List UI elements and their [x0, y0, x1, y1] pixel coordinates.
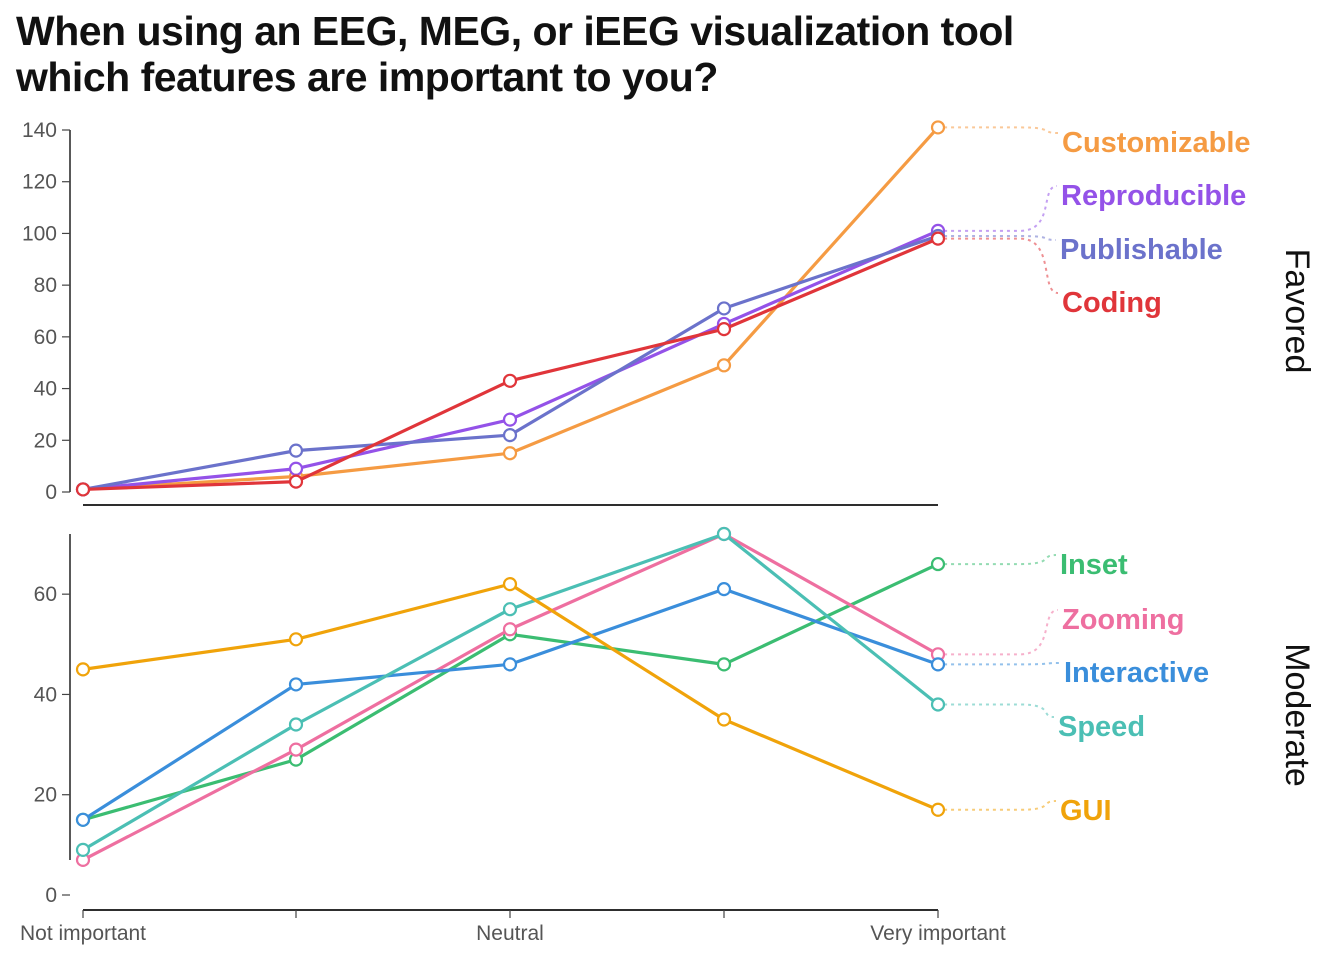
data-point	[716, 301, 732, 316]
panel-moderate: 0 20 40 60 Moderate Inset Zooming Interactive Sp…	[34, 526, 1316, 911]
y-tick-label: 40	[34, 378, 57, 401]
x-tick-label: Very important	[870, 922, 1006, 945]
series-label: GUI	[1060, 795, 1112, 827]
label-connector	[944, 609, 1059, 656]
x-tick-label: Neutral	[476, 922, 544, 945]
chart-title-line-2: which features are important to you?	[16, 54, 718, 100]
series-interactive: Interactive	[75, 582, 1209, 827]
y-tick-label: 0	[45, 884, 57, 907]
data-point	[930, 120, 946, 135]
data-point	[502, 622, 518, 637]
series-speed: Speed	[75, 526, 1145, 857]
facet-label-favored: Favored	[1278, 249, 1316, 374]
series-label: Reproducible	[1061, 180, 1246, 212]
y-tick-label: 100	[22, 222, 57, 245]
data-point	[716, 582, 732, 597]
data-point	[288, 443, 304, 458]
panel-favored: 0 20 40 60 80 100 120 140 Favored Customizable Rep…	[22, 119, 1316, 506]
y-tick-label: 40	[34, 683, 57, 706]
label-connector	[944, 185, 1058, 232]
data-point	[716, 526, 732, 542]
data-point	[716, 358, 732, 373]
label-connector	[943, 554, 1057, 566]
series-inset: Inset	[75, 549, 1128, 827]
series-label: Coding	[1062, 287, 1162, 319]
data-point	[716, 712, 732, 727]
series-label: Publishable	[1060, 234, 1223, 266]
data-point	[930, 697, 946, 712]
data-point	[288, 474, 304, 489]
data-point	[716, 322, 732, 337]
series-label: Inset	[1060, 549, 1128, 581]
y-tick-label: 120	[22, 171, 57, 194]
label-connector	[944, 662, 1061, 666]
data-point	[288, 717, 304, 732]
y-tick-label: 80	[34, 274, 57, 297]
data-point	[75, 482, 91, 497]
y-tick-label: 60	[34, 583, 57, 606]
series-label: Speed	[1058, 711, 1145, 743]
data-point	[930, 556, 946, 572]
series-reproducible: Reproducible	[75, 180, 1246, 497]
data-point	[502, 657, 518, 672]
series-coding: Coding	[75, 231, 1162, 497]
data-point	[288, 677, 304, 692]
label-connector	[944, 800, 1057, 811]
chart-title: When using an EEG, MEG, or iEEG visualiz…	[16, 8, 1116, 100]
y-tick-label: 140	[22, 119, 57, 142]
label-connector	[943, 126, 1059, 134]
data-point	[288, 742, 304, 757]
data-point	[288, 461, 304, 476]
series-gui: GUI	[75, 577, 1112, 827]
data-point	[502, 412, 518, 427]
data-point	[502, 428, 518, 443]
data-point	[502, 577, 518, 592]
y-tick-label: 60	[34, 326, 57, 349]
label-connector	[944, 703, 1055, 718]
series-label: Interactive	[1064, 657, 1209, 689]
data-point	[75, 842, 91, 857]
data-point	[502, 446, 518, 461]
series-label: Customizable	[1062, 127, 1251, 159]
data-point	[930, 657, 946, 672]
y-tick-label: 20	[34, 784, 57, 807]
series-label: Zooming	[1062, 604, 1184, 636]
y-tick-label: 20	[34, 429, 57, 452]
data-point	[716, 657, 732, 672]
label-connector	[944, 237, 1059, 294]
data-point	[75, 662, 91, 677]
y-tick-label: 0	[45, 481, 57, 504]
chart-title-line-1: When using an EEG, MEG, or iEEG visualiz…	[16, 8, 1014, 54]
data-point	[288, 632, 304, 647]
facet-label-moderate: Moderate	[1278, 643, 1316, 787]
x-tick-label: Not important	[20, 922, 146, 945]
series-publishable: Publishable	[75, 228, 1223, 497]
data-point	[502, 602, 518, 617]
series-zooming: Zooming	[75, 526, 1184, 868]
data-point	[502, 373, 518, 388]
data-point	[930, 802, 946, 817]
data-point	[930, 231, 946, 246]
data-point	[75, 812, 91, 827]
